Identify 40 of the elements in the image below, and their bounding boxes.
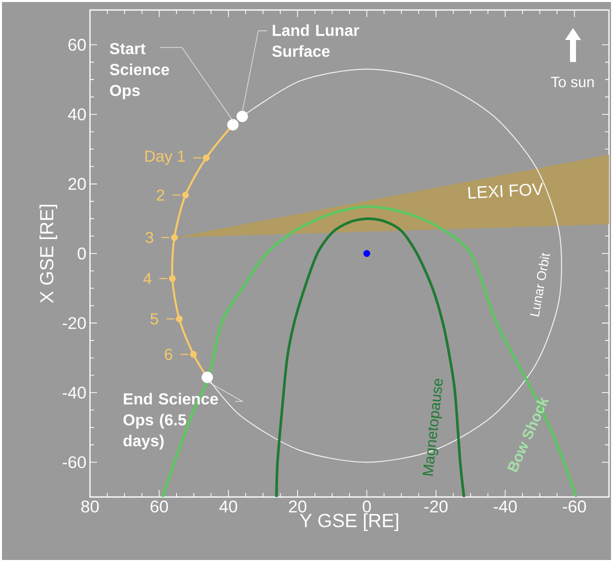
x-tick-label: 0 bbox=[362, 500, 371, 513]
x-tick-label: -60 bbox=[562, 500, 586, 513]
annotation: Land Lunar Surface bbox=[272, 24, 360, 57]
point bbox=[182, 192, 189, 198]
y-tick-label: 60 bbox=[68, 38, 86, 51]
y-tick-label: 40 bbox=[68, 108, 86, 120]
point bbox=[190, 350, 197, 358]
point bbox=[363, 250, 370, 257]
annotation: 2 bbox=[156, 189, 164, 201]
annotation: 3 bbox=[146, 232, 154, 244]
y-tick-label: -40 bbox=[62, 386, 86, 399]
annotation: 4 bbox=[143, 273, 152, 284]
point bbox=[176, 315, 183, 322]
point bbox=[236, 110, 248, 122]
text: Magnetopause bbox=[422, 378, 443, 476]
y-axis-title: X GSE [RE] bbox=[40, 204, 58, 304]
x-tick-label: 20 bbox=[289, 500, 306, 513]
point bbox=[171, 234, 178, 241]
x-tick-label: 40 bbox=[219, 500, 238, 513]
annotation: Start Science Ops bbox=[110, 42, 170, 100]
y-tick-label: 0 bbox=[78, 247, 86, 260]
annotation: 6 bbox=[164, 348, 172, 360]
y-tick-label: 20 bbox=[68, 178, 86, 190]
point bbox=[168, 275, 176, 282]
x-tick-label: 60 bbox=[150, 500, 168, 513]
y-tick-label: -60 bbox=[62, 456, 86, 468]
x-axis-title: Y GSE [RE] bbox=[300, 513, 398, 531]
point bbox=[202, 372, 213, 384]
text: Lunar Orbit bbox=[530, 252, 550, 316]
annotation: 5 bbox=[150, 313, 158, 324]
series-label: LEXI FOV bbox=[468, 183, 543, 199]
annotation: To sun bbox=[550, 76, 594, 88]
point bbox=[202, 154, 210, 162]
point bbox=[227, 119, 239, 130]
x-tick-label: -20 bbox=[424, 500, 448, 513]
x-tick-label: -40 bbox=[494, 500, 517, 513]
annotation: Day 1 bbox=[145, 150, 185, 165]
line-series bbox=[275, 217, 466, 497]
x-tick-label: 80 bbox=[81, 500, 99, 513]
y-tick-label: -20 bbox=[62, 317, 86, 330]
